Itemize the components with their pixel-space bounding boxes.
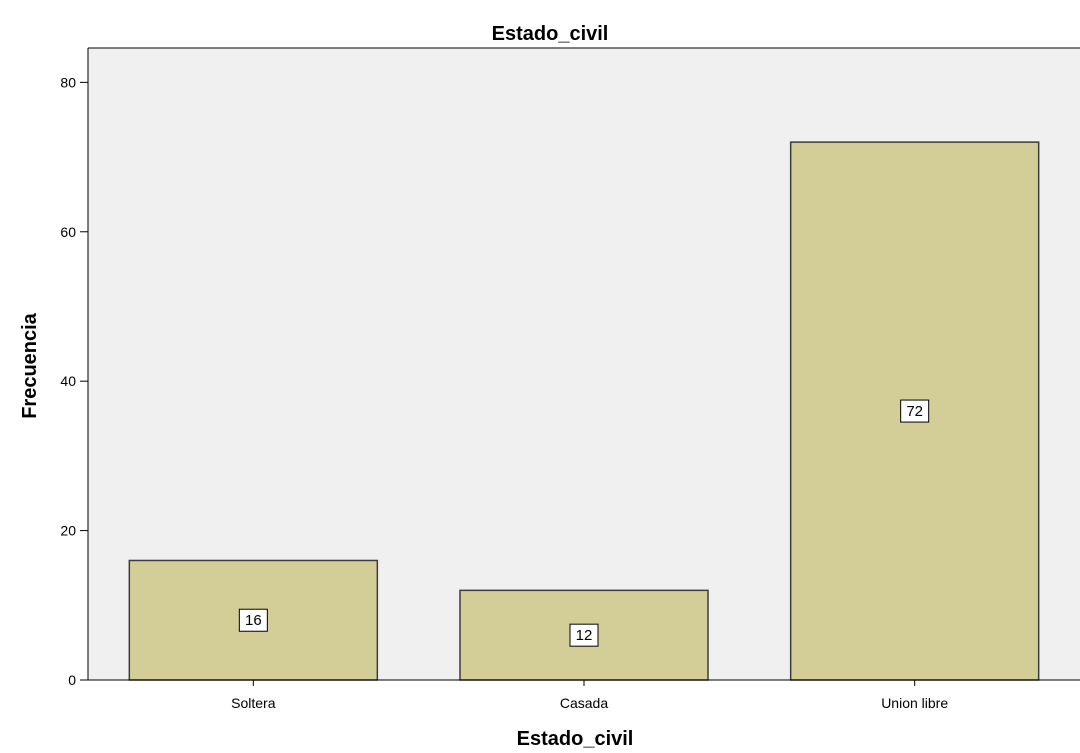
data-label: 16: [245, 612, 262, 629]
data-label-box: [569, 623, 599, 647]
y-tick-label: 40: [60, 373, 76, 389]
y-tick-label: 0: [68, 672, 76, 688]
y-tick-label: 60: [60, 224, 76, 240]
x-tick-label: Union libre: [881, 695, 948, 711]
bars-layer: 16 12 72: [128, 141, 1040, 681]
x-axis-title: Estado_civil: [517, 728, 634, 750]
x-tick-label: Casada: [560, 695, 608, 711]
y-axis-title: Frecuencia: [19, 312, 41, 418]
axes-layer: Soltera Casada Union libre 0 20 40 60 80: [60, 47, 1080, 711]
data-label-box: [900, 399, 930, 423]
x-tick-label: Soltera: [231, 695, 276, 711]
y-tick-label: 20: [60, 523, 76, 539]
data-label: 72: [906, 403, 923, 420]
data-label-box: [238, 608, 268, 632]
y-tick-label: 80: [60, 74, 76, 90]
data-label: 12: [576, 627, 593, 644]
chart-title: Estado_civil: [492, 23, 609, 45]
